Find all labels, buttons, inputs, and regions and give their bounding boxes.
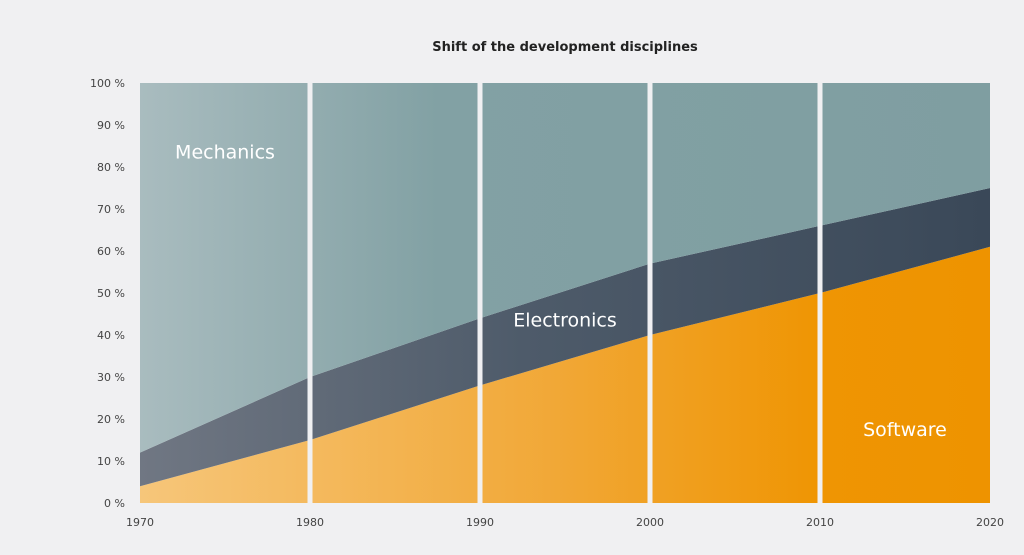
y-tick-label: 80 % — [97, 161, 125, 174]
series-labels: Software Electronics Mechanics — [175, 142, 947, 441]
y-tick-label: 70 % — [97, 203, 125, 216]
chart-title: Shift of the development disciplines — [432, 40, 698, 55]
series-label-software: Software — [863, 419, 947, 441]
x-tick-label: 2020 — [976, 516, 1004, 529]
x-tick-label: 1990 — [466, 516, 494, 529]
x-tick-label: 2000 — [636, 516, 664, 529]
y-tick-label: 50 % — [97, 287, 125, 300]
series-label-electronics: Electronics — [513, 310, 617, 332]
x-axis: 1970 1980 1990 2000 2010 2020 — [126, 516, 1004, 529]
y-tick-label: 40 % — [97, 329, 125, 342]
divider-2010 — [817, 81, 823, 505]
divider-1980 — [307, 81, 313, 505]
x-tick-label: 2010 — [806, 516, 834, 529]
plot-areas — [140, 83, 990, 504]
x-tick-label: 1970 — [126, 516, 154, 529]
area-software — [140, 246, 990, 504]
x-tick-label: 1980 — [296, 516, 324, 529]
y-tick-label: 30 % — [97, 371, 125, 384]
series-label-mechanics: Mechanics — [175, 142, 275, 164]
y-tick-label: 60 % — [97, 245, 125, 258]
y-tick-label: 100 % — [90, 77, 125, 90]
area-mechanics — [140, 83, 990, 453]
area-electronics — [140, 188, 990, 487]
y-tick-label: 20 % — [97, 413, 125, 426]
decade-dividers — [307, 81, 823, 505]
divider-1990 — [477, 81, 483, 505]
y-tick-label: 90 % — [97, 119, 125, 132]
y-axis: 0 % 10 % 20 % 30 % 40 % 50 % 60 % 70 % 80 % 90 % 1… — [90, 77, 125, 510]
y-tick-label: 10 % — [97, 455, 125, 468]
divider-2000 — [647, 81, 653, 505]
y-tick-label: 0 % — [104, 497, 125, 510]
